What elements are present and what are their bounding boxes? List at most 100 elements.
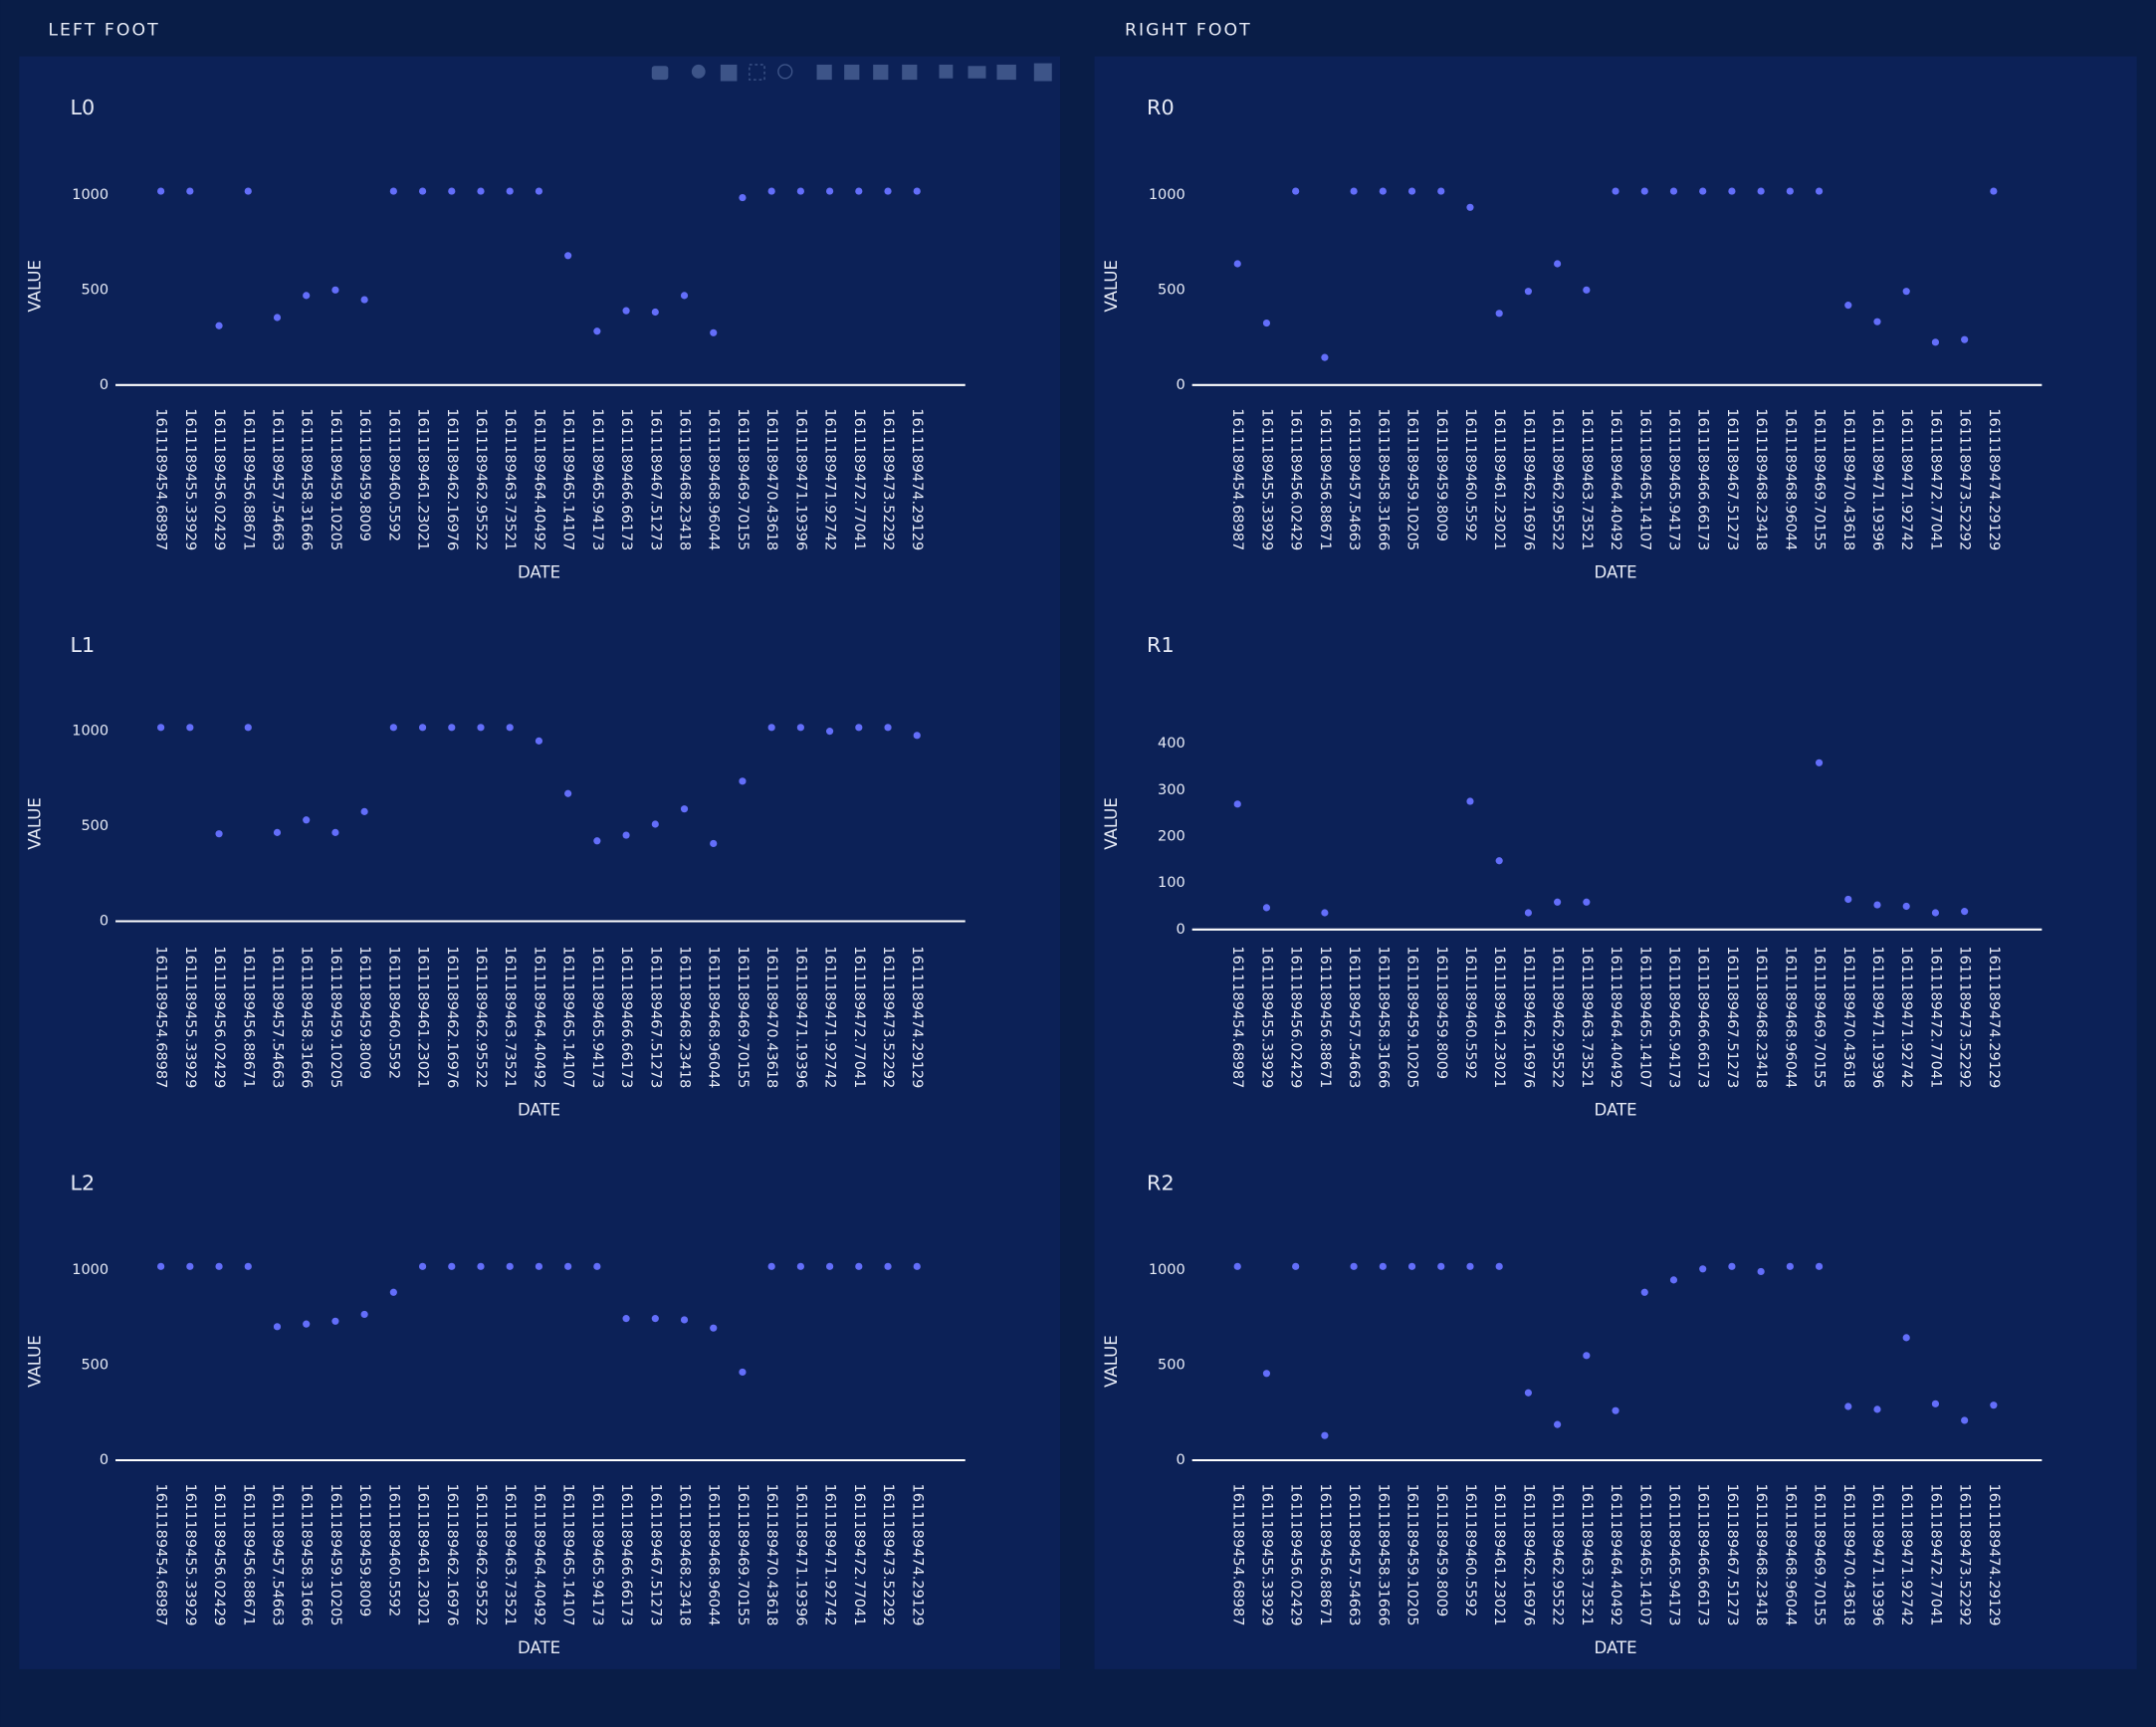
- data-point: [710, 839, 718, 848]
- reset-button[interactable]: [902, 64, 918, 81]
- data-point: [1262, 904, 1271, 912]
- x-tick-label: 1611189462.95522: [1550, 1483, 1566, 1625]
- data-point: [1757, 187, 1765, 195]
- data-point: [826, 187, 834, 195]
- data-point: [651, 820, 659, 828]
- x-tick-label: 1611189462.95522: [473, 946, 489, 1088]
- data-point: [1524, 909, 1532, 917]
- data-point: [1524, 1389, 1532, 1397]
- data-point: [680, 292, 689, 300]
- data-point: [1233, 1262, 1241, 1270]
- hover-compare-button[interactable]: [996, 64, 1016, 81]
- data-point: [535, 187, 543, 195]
- data-point: [215, 830, 223, 838]
- data-point: [1815, 187, 1824, 195]
- x-tick-label: 1611189467.51273: [647, 408, 663, 550]
- x-tick-label: 1611189469.70155: [1812, 946, 1828, 1088]
- spike-button[interactable]: [939, 64, 954, 79]
- data-point: [1379, 187, 1387, 195]
- pan-button[interactable]: [720, 64, 738, 82]
- data-point: [448, 187, 456, 195]
- x-tick-label: 1611189469.70155: [735, 1483, 751, 1625]
- x-tick-label: 1611189473.52292: [1957, 946, 1973, 1088]
- data-point: [506, 187, 514, 195]
- x-tick-label: 1611189471.92742: [822, 1483, 838, 1625]
- y-axis-title: VALUE: [1102, 1335, 1121, 1388]
- y-tick-label: 300: [1158, 782, 1186, 798]
- zoom-out-button[interactable]: [844, 64, 860, 81]
- data-point: [913, 732, 921, 740]
- data-point: [1407, 1262, 1416, 1270]
- y-tick-label: 0: [1177, 922, 1186, 938]
- data-point: [651, 308, 659, 317]
- data-point: [1961, 335, 1969, 343]
- data-point: [506, 1262, 514, 1270]
- panel-header: LEFT FOOT: [48, 20, 159, 40]
- x-tick-label: 1611189470.43618: [1840, 408, 1856, 550]
- zoom-button[interactable]: [691, 64, 706, 79]
- data-point: [1495, 857, 1503, 865]
- data-point: [622, 831, 630, 839]
- data-point: [855, 1262, 863, 1270]
- data-point: [1524, 288, 1532, 296]
- x-tick-label: 1611189460.5592: [385, 408, 401, 541]
- y-tick-label: 1000: [1149, 187, 1186, 203]
- x-axis-title: DATE: [1595, 1101, 1637, 1120]
- data-point: [157, 724, 165, 732]
- x-tick-label: 1611189456.88671: [1317, 1483, 1333, 1625]
- data-point: [1437, 1262, 1445, 1270]
- y-tick-label: 1000: [72, 724, 108, 740]
- x-tick-label: 1611189458.31666: [299, 408, 315, 550]
- data-point: [244, 187, 252, 195]
- data-point: [535, 737, 543, 745]
- x-tick-label: 1611189454.68987: [153, 408, 169, 550]
- x-tick-label: 1611189455.33929: [1258, 1483, 1274, 1625]
- camera-button[interactable]: [651, 66, 669, 81]
- data-point: [796, 187, 804, 195]
- data-point: [1350, 187, 1358, 195]
- data-point: [157, 187, 165, 195]
- x-tick-label: 1611189458.31666: [1375, 408, 1391, 550]
- data-point: [1554, 898, 1562, 906]
- data-point: [1931, 1400, 1940, 1407]
- x-tick-label: 1611189474.29129: [909, 1483, 925, 1625]
- autoscale-button[interactable]: [873, 64, 889, 81]
- y-tick-label: 0: [100, 1452, 108, 1468]
- select-button[interactable]: [749, 64, 765, 81]
- data-point: [1379, 1262, 1387, 1270]
- data-point: [884, 187, 892, 195]
- y-tick-label: 0: [1177, 377, 1186, 393]
- hover-closest-button[interactable]: [968, 66, 986, 79]
- x-tick-label: 1611189465.94173: [589, 1483, 605, 1625]
- x-tick-label: 1611189470.43618: [763, 408, 779, 550]
- data-point: [477, 1262, 485, 1270]
- plotly-logo[interactable]: [1033, 63, 1052, 82]
- data-point: [564, 1262, 572, 1270]
- x-tick-label: 1611189456.02429: [1288, 946, 1304, 1088]
- x-tick-label: 1611189456.88671: [240, 1483, 256, 1625]
- data-point: [1466, 203, 1474, 211]
- y-tick-label: 200: [1158, 828, 1186, 844]
- x-tick-label: 1611189470.43618: [1840, 1483, 1856, 1625]
- data-point: [1669, 1276, 1678, 1284]
- data-point: [1495, 1262, 1503, 1270]
- data-point: [186, 187, 194, 195]
- data-point: [303, 816, 311, 824]
- x-axis-title: DATE: [518, 1101, 560, 1120]
- lasso-button[interactable]: [777, 64, 793, 80]
- data-point: [710, 328, 718, 336]
- data-point: [389, 187, 397, 195]
- x-tick-label: 1611189463.73521: [502, 408, 518, 550]
- data-point: [680, 805, 689, 813]
- zoom-in-button[interactable]: [816, 64, 832, 81]
- data-point: [855, 187, 863, 195]
- x-tick-label: 1611189470.43618: [763, 946, 779, 1088]
- data-point: [244, 1262, 252, 1270]
- data-point: [913, 1262, 921, 1270]
- left-panel: [19, 56, 1061, 1669]
- data-point: [1757, 1267, 1765, 1276]
- data-point: [1292, 1262, 1300, 1270]
- y-axis-title: VALUE: [25, 797, 44, 850]
- x-tick-label: 1611189473.52292: [880, 1483, 896, 1625]
